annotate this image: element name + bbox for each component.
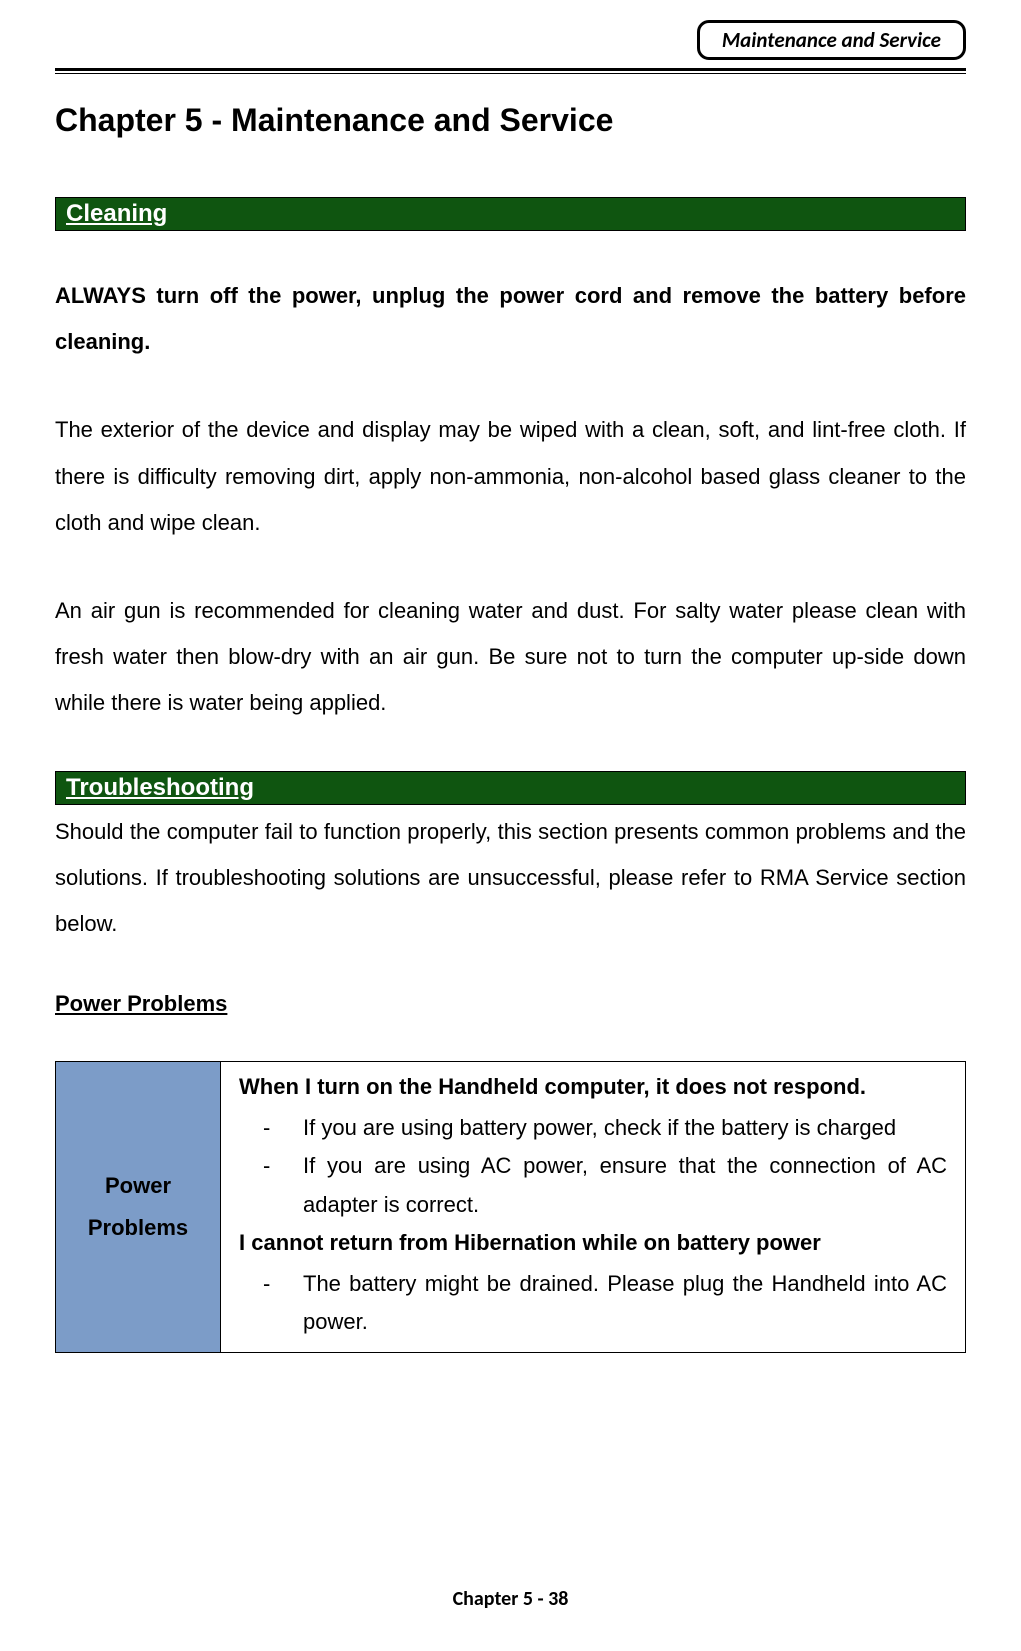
section-banner-troubleshooting: Troubleshooting	[55, 771, 966, 805]
solution-2a: - The battery might be drained. Please p…	[239, 1265, 947, 1342]
dash-icon: -	[263, 1109, 303, 1148]
table-category-line1: Power	[62, 1165, 214, 1207]
header-row: Maintenance and Service	[55, 20, 966, 60]
table-category-line2: Problems	[62, 1207, 214, 1249]
table-content-cell: When I turn on the Handheld computer, it…	[221, 1062, 966, 1353]
issue-1: When I turn on the Handheld computer, it…	[239, 1068, 947, 1107]
rule-thin	[55, 73, 966, 74]
solution-2a-text: The battery might be drained. Please plu…	[303, 1265, 947, 1342]
solution-1b: - If you are using AC power, ensure that…	[239, 1147, 947, 1224]
rule-thick	[55, 68, 966, 71]
solution-1a-text: If you are using battery power, check if…	[303, 1109, 947, 1148]
cleaning-warning: ALWAYS turn off the power, unplug the po…	[55, 273, 966, 365]
page: Maintenance and Service Chapter 5 - Main…	[0, 0, 1021, 1651]
page-footer: Chapter 5 - 38	[0, 1587, 1021, 1611]
solution-1b-text: If you are using AC power, ensure that t…	[303, 1147, 947, 1224]
dash-icon: -	[263, 1265, 303, 1342]
troubleshooting-intro: Should the computer fail to function pro…	[55, 809, 966, 948]
chapter-title: Chapter 5 - Maintenance and Service	[55, 102, 966, 139]
dash-icon: -	[263, 1147, 303, 1224]
power-problems-table: Power Problems When I turn on the Handhe…	[55, 1061, 966, 1353]
issue-2: I cannot return from Hibernation while o…	[239, 1224, 947, 1263]
header-badge: Maintenance and Service	[697, 20, 966, 60]
section-banner-cleaning: Cleaning	[55, 197, 966, 231]
table-row: Power Problems When I turn on the Handhe…	[56, 1062, 966, 1353]
solution-1a: - If you are using battery power, check …	[239, 1109, 947, 1148]
cleaning-para-2: An air gun is recommended for cleaning w…	[55, 588, 966, 727]
power-problems-heading: Power Problems	[55, 991, 966, 1017]
cleaning-para-1: The exterior of the device and display m…	[55, 407, 966, 546]
table-category-cell: Power Problems	[56, 1062, 221, 1353]
